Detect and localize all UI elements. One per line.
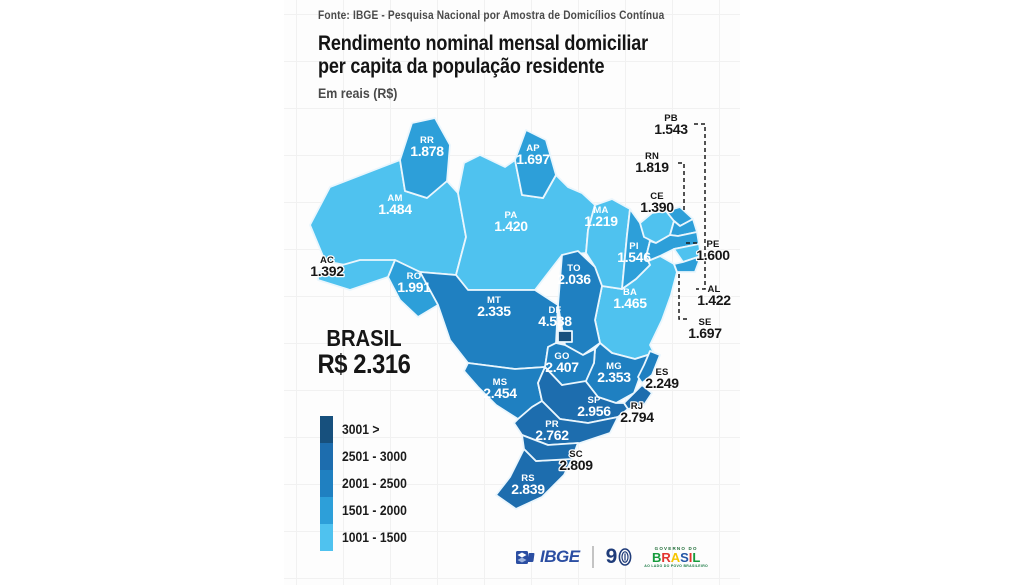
state-PR: [513, 400, 619, 446]
state-label-RS: RS 2.839: [511, 473, 545, 497]
state-GO: [544, 342, 596, 386]
state-SE: [673, 255, 702, 273]
map-container: AM 1.484 PA 1.420 MT 2.335 BA 1.465 MG 2.353 MS 2.4…: [300, 105, 750, 553]
leader-line-pb: [694, 123, 706, 290]
ibge-logo: IBGE: [516, 547, 580, 567]
governo-logo-letter: S: [680, 550, 689, 566]
state-label-CE: CE 1.390: [640, 191, 674, 215]
state-label-AC: AC 1.392: [310, 255, 344, 279]
leader-lines: [678, 123, 706, 320]
governo-logo-wordmark: BRASIL: [652, 551, 700, 564]
governo-logo-tagline: AO LADO DO POVO BRASILEIRO: [644, 564, 709, 569]
page-title: Rendimento nominal mensal domiciliar per…: [318, 32, 648, 78]
legend: 3001 > 2501 - 3000 2001 - 2500 1501 - 2000 1…: [320, 416, 414, 551]
fingerprint-icon: [618, 548, 632, 566]
states-layer: [309, 117, 702, 510]
state-label-MS: MS 2.454: [483, 377, 517, 401]
state-label-RJ: RJ 2.794: [620, 401, 654, 425]
state-label-SE: SE 1.697: [688, 317, 722, 341]
state-label-RN: RN 1.819: [635, 151, 669, 175]
title-line-2: per capita da população residente: [318, 55, 605, 78]
state-label-AM: AM 1.484: [378, 193, 412, 217]
governo-logo-letter: L: [692, 550, 701, 566]
state-label-RR: RR 1.878: [410, 135, 444, 159]
leader-line-rn: [678, 162, 685, 213]
state-ES: [637, 350, 661, 384]
ibge-logo-text: IBGE: [540, 547, 580, 566]
governo-logo-letter: I: [688, 550, 693, 566]
legend-swatch: [320, 416, 333, 443]
state-label-MA: MA 1.219: [584, 205, 618, 229]
labels-layer: AM 1.484 PA 1.420 MT 2.335 BA 1.465 MG 2.353 MS 2.4…: [309, 112, 733, 497]
leader-line-se: [678, 274, 687, 320]
national-label: BRASIL: [326, 325, 402, 351]
footer-divider: [591, 546, 594, 568]
state-label-MG: MG 2.353: [597, 361, 631, 385]
national-value: R$ 2.316: [317, 349, 411, 380]
legend-swatch: [320, 443, 333, 470]
brazil-map: AM 1.484 PA 1.420 MT 2.335 BA 1.465 MG 2.353 MS 2.4…: [309, 112, 733, 510]
legend-row-1501-2000: 1501 - 2000: [320, 497, 414, 524]
state-MA: [585, 198, 631, 290]
governo-brasil-logo: GOVERNO DO BRASIL AO LADO DO POVO BRASIL…: [644, 546, 708, 568]
state-label-GO: GO 2.407: [545, 351, 579, 375]
state-label-BA: BA 1.465: [613, 287, 647, 311]
legend-row-1001-1500: 1001 - 1500: [320, 524, 414, 551]
state-label-MT: MT 2.335: [477, 295, 511, 319]
ibge-logo-icon: [516, 550, 535, 564]
state-label-DF: DF 4.538: [538, 305, 572, 329]
legend-label: 3001 >: [342, 422, 380, 437]
state-DF: [557, 330, 573, 343]
anniversary-logo: 9: [606, 545, 633, 569]
state-label-PE: PE 1.600: [696, 239, 730, 263]
governo-logo-letter: A: [670, 550, 681, 566]
state-label-AP: AP 1.697: [516, 143, 550, 167]
governo-logo-letter: B: [651, 550, 662, 566]
state-RR: [399, 117, 451, 199]
legend-row-3001+: 3001 >: [320, 416, 414, 443]
legend-swatch: [320, 470, 333, 497]
source-text: Fonte: IBGE - Pesquisa Nacional por Amos…: [318, 10, 665, 22]
governo-logo-letter: R: [661, 550, 671, 566]
state-label-RO: RO 1.991: [397, 271, 431, 295]
state-label-PR: PR 2.762: [535, 419, 569, 443]
legend-label: 2501 - 3000: [342, 449, 407, 464]
legend-label: 1501 - 2000: [342, 503, 407, 518]
state-TO: [557, 250, 603, 356]
state-label-AL: AL 1.422: [697, 284, 731, 308]
state-AC: [317, 259, 396, 291]
state-label-PB: PB 1.543: [654, 113, 688, 137]
state-RJ: [623, 384, 653, 410]
state-label-ES: ES 2.249: [645, 367, 679, 391]
subtitle: Em reais (R$): [318, 86, 398, 101]
legend-swatch: [320, 524, 333, 551]
title-line-1: Rendimento nominal mensal domiciliar: [318, 32, 648, 55]
governo-logo-top-text: GOVERNO DO: [654, 545, 698, 551]
state-label-SC: SC 2.809: [559, 449, 593, 473]
state-label-TO: TO 2.036: [557, 263, 591, 287]
footer: IBGE 9 GOVERNO DO BRASIL AO LADO DO POVO…: [516, 545, 708, 569]
state-label-PI: PI 1.546: [617, 241, 651, 265]
state-SC: [521, 434, 579, 462]
anniversary-number: 9: [605, 545, 618, 568]
state-label-SP: SP 2.956: [577, 395, 611, 419]
legend-label: 1001 - 1500: [342, 530, 407, 545]
legend-row-2001-2500: 2001 - 2500: [320, 470, 414, 497]
infographic: Fonte: IBGE - Pesquisa Nacional por Amos…: [284, 0, 740, 585]
legend-label: 2001 - 2500: [342, 476, 407, 491]
state-label-PA: PA 1.420: [494, 210, 528, 234]
state-AP: [514, 129, 557, 199]
legend-swatch: [320, 497, 333, 524]
legend-row-2501-3000: 2501 - 3000: [320, 443, 414, 470]
national-summary: BRASIL R$ 2.316: [308, 325, 420, 380]
